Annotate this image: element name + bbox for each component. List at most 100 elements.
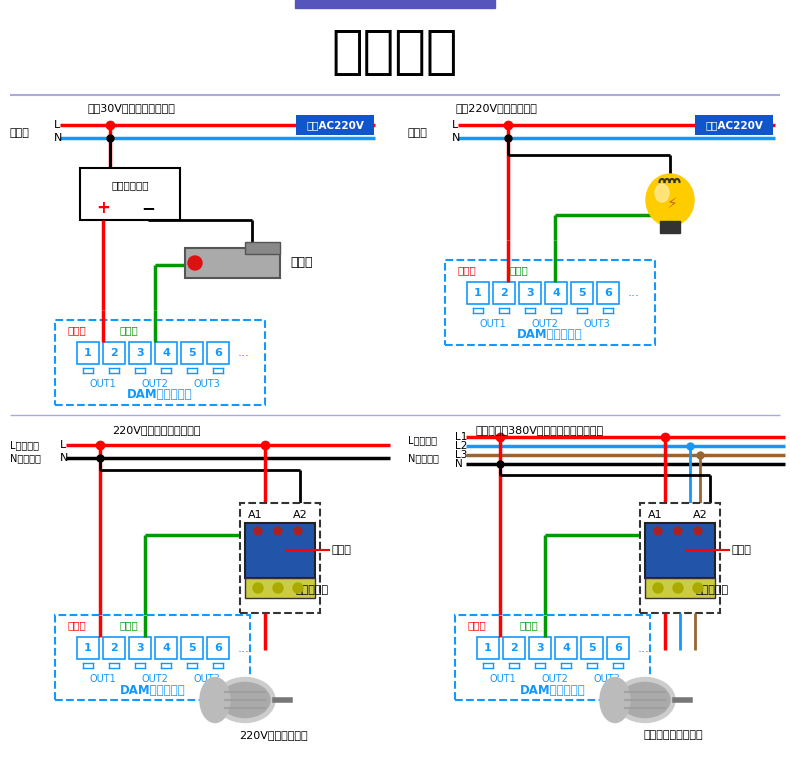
FancyBboxPatch shape bbox=[181, 342, 203, 364]
FancyBboxPatch shape bbox=[207, 342, 229, 364]
Text: 交流接触器: 交流接触器 bbox=[295, 585, 328, 595]
Text: N: N bbox=[60, 453, 69, 463]
Text: OUT2: OUT2 bbox=[532, 319, 559, 329]
Text: ...: ... bbox=[638, 641, 650, 654]
FancyBboxPatch shape bbox=[640, 503, 720, 613]
FancyBboxPatch shape bbox=[245, 578, 315, 598]
Circle shape bbox=[654, 527, 662, 535]
Text: 电磁阀: 电磁阀 bbox=[290, 257, 313, 270]
FancyBboxPatch shape bbox=[296, 115, 374, 135]
Text: 4: 4 bbox=[562, 643, 570, 653]
Text: OUT2: OUT2 bbox=[141, 379, 168, 389]
Text: 5: 5 bbox=[589, 643, 596, 653]
FancyBboxPatch shape bbox=[77, 342, 99, 364]
Text: 带零线交流380V接电机、泵等设备接线: 带零线交流380V接电机、泵等设备接线 bbox=[475, 425, 603, 435]
Text: 公共端: 公共端 bbox=[468, 620, 487, 630]
Text: A1: A1 bbox=[648, 510, 662, 520]
FancyBboxPatch shape bbox=[55, 320, 265, 405]
Text: DAM数采控制器: DAM数采控制器 bbox=[520, 683, 585, 696]
FancyBboxPatch shape bbox=[660, 221, 680, 233]
Text: 6: 6 bbox=[214, 643, 222, 653]
Text: 输出接线: 输出接线 bbox=[332, 26, 458, 78]
FancyBboxPatch shape bbox=[581, 637, 603, 659]
FancyBboxPatch shape bbox=[519, 282, 541, 304]
FancyBboxPatch shape bbox=[55, 615, 250, 700]
Text: OUT3: OUT3 bbox=[584, 319, 611, 329]
Text: N代表零线: N代表零线 bbox=[408, 453, 439, 463]
Text: L代表火线: L代表火线 bbox=[408, 435, 437, 445]
Text: 线圈AC220V: 线圈AC220V bbox=[705, 120, 763, 130]
Text: 1: 1 bbox=[484, 643, 492, 653]
Text: A2: A2 bbox=[693, 510, 707, 520]
Ellipse shape bbox=[615, 677, 675, 723]
Text: 2: 2 bbox=[110, 643, 118, 653]
Text: L代表火线: L代表火线 bbox=[10, 440, 39, 450]
Text: DAM数采控制器: DAM数采控制器 bbox=[517, 328, 583, 341]
Text: 交流220V设备接线方法: 交流220V设备接线方法 bbox=[455, 103, 537, 113]
FancyBboxPatch shape bbox=[545, 282, 567, 304]
Text: OUT3: OUT3 bbox=[194, 674, 220, 684]
Text: 5: 5 bbox=[188, 643, 196, 653]
Text: −: − bbox=[141, 199, 155, 217]
Text: 电机、泵等大型设备: 电机、泵等大型设备 bbox=[643, 730, 703, 740]
Text: +: + bbox=[96, 199, 110, 217]
Ellipse shape bbox=[646, 174, 694, 226]
Circle shape bbox=[674, 527, 682, 535]
Text: 220V功率较大设备: 220V功率较大设备 bbox=[239, 730, 307, 740]
FancyBboxPatch shape bbox=[129, 342, 151, 364]
FancyBboxPatch shape bbox=[645, 578, 715, 598]
Ellipse shape bbox=[200, 677, 230, 723]
Circle shape bbox=[653, 583, 663, 593]
FancyBboxPatch shape bbox=[529, 637, 551, 659]
Text: N: N bbox=[54, 133, 62, 143]
Text: OUT2: OUT2 bbox=[141, 674, 168, 684]
FancyBboxPatch shape bbox=[181, 637, 203, 659]
Text: L: L bbox=[54, 120, 60, 130]
Text: 主触点: 主触点 bbox=[732, 545, 752, 555]
Text: DAM数采控制器: DAM数采控制器 bbox=[120, 683, 186, 696]
Text: 220V接交流接触器接线图: 220V接交流接触器接线图 bbox=[112, 425, 201, 435]
Ellipse shape bbox=[620, 682, 670, 717]
Text: OUT3: OUT3 bbox=[194, 379, 220, 389]
Ellipse shape bbox=[215, 677, 275, 723]
Text: 线圈AC220V: 线圈AC220V bbox=[306, 120, 364, 130]
Circle shape bbox=[273, 583, 283, 593]
Circle shape bbox=[188, 256, 202, 270]
FancyBboxPatch shape bbox=[493, 282, 515, 304]
Text: 6: 6 bbox=[214, 348, 222, 358]
Text: 1: 1 bbox=[474, 288, 482, 298]
Circle shape bbox=[253, 583, 263, 593]
Text: ...: ... bbox=[238, 347, 250, 359]
Text: OUT3: OUT3 bbox=[593, 674, 620, 684]
FancyBboxPatch shape bbox=[103, 342, 125, 364]
Text: 主触点: 主触点 bbox=[332, 545, 352, 555]
Text: 电源端: 电源端 bbox=[10, 128, 30, 138]
FancyBboxPatch shape bbox=[597, 282, 619, 304]
FancyBboxPatch shape bbox=[207, 637, 229, 659]
Text: OUT2: OUT2 bbox=[542, 674, 569, 684]
FancyBboxPatch shape bbox=[129, 637, 151, 659]
FancyBboxPatch shape bbox=[607, 637, 629, 659]
Text: 直流30V以下设备接线方法: 直流30V以下设备接线方法 bbox=[88, 103, 176, 113]
Circle shape bbox=[294, 527, 302, 535]
Text: L1: L1 bbox=[455, 432, 468, 442]
Text: N: N bbox=[455, 459, 463, 469]
FancyBboxPatch shape bbox=[155, 637, 177, 659]
Circle shape bbox=[293, 583, 303, 593]
Bar bbox=[295, 0, 495, 8]
Text: L: L bbox=[60, 440, 66, 450]
Text: 6: 6 bbox=[604, 288, 612, 298]
Text: 4: 4 bbox=[162, 348, 170, 358]
Text: 5: 5 bbox=[188, 348, 196, 358]
Text: 3: 3 bbox=[526, 288, 534, 298]
Circle shape bbox=[694, 527, 702, 535]
Text: 4: 4 bbox=[162, 643, 170, 653]
Text: 公共端: 公共端 bbox=[68, 620, 87, 630]
FancyBboxPatch shape bbox=[245, 242, 280, 254]
Text: ...: ... bbox=[628, 287, 640, 299]
Text: 常开端: 常开端 bbox=[120, 325, 139, 335]
FancyBboxPatch shape bbox=[467, 282, 489, 304]
FancyBboxPatch shape bbox=[80, 168, 180, 220]
Text: OUT1: OUT1 bbox=[89, 674, 116, 684]
FancyBboxPatch shape bbox=[503, 637, 525, 659]
